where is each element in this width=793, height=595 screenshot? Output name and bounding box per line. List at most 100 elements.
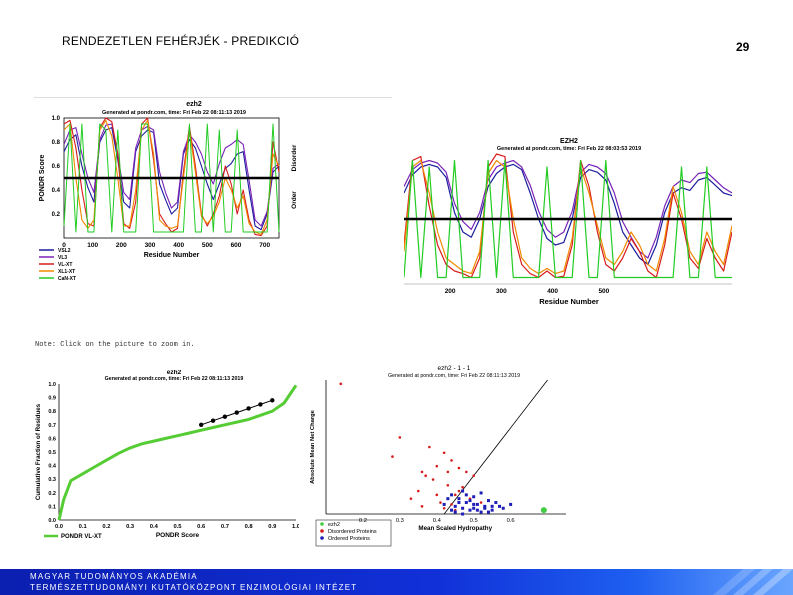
footer-institute: ENZIMOLÓGIAI INTÉZET [240,583,358,592]
boundary-line [443,379,548,515]
x-tick-label: 0 [62,242,66,249]
ordered-point [453,504,457,508]
y-tick-label: 0.1 [48,504,56,510]
y-tick-label: 0.2 [52,212,61,218]
x-tick-label: 0.2 [359,518,367,524]
legend-label: Ordered Proteins [328,536,370,542]
legend-box [315,519,392,547]
x-tick-label: 0.8 [245,524,254,530]
ordered-point [442,502,446,506]
ordered-point [479,491,483,495]
x-tick-label: 200 [445,288,456,295]
y-tick-label: 0.3 [48,477,56,483]
series-vl3 [63,123,280,227]
legend-label: VL-XT [58,262,72,268]
ordered-point [464,493,468,497]
x-tick-label: 300 [496,288,507,295]
ordered-point [457,501,461,505]
boundary-point [222,414,228,419]
x-tick-label: 600 [231,242,242,249]
ordered-point [472,495,476,499]
x-tick-label: 0.6 [197,524,206,530]
ordered-point [461,512,465,516]
zoom-note: Note: Click on the picture to zoom in. [35,341,195,349]
legend-label: PONDR VL-XT [61,534,102,540]
chart-title: EZH2 [560,138,578,145]
x-tick-label: 500 [202,242,213,249]
series-can-xt [63,123,280,233]
ezh2-point [540,507,547,514]
right-label-disorder: Disorder [291,144,298,171]
disordered-point [428,445,431,449]
disordered-point [439,501,442,504]
boundary-point [210,418,216,423]
x-axis-label: PONDR Score [156,532,200,539]
x-tick-label: 500 [598,288,609,295]
disordered-point [472,474,475,478]
ordered-point [483,506,487,510]
chart-title: ezh2 - 1 - 1 [438,365,471,372]
y-tick-label: 0.8 [48,409,56,415]
y-tick-label: 0.4 [52,188,61,194]
ordered-point [486,499,490,503]
ordered-point [501,506,505,510]
x-axis-label: Residue Number [144,252,200,259]
disordered-point [409,497,413,500]
legend-swatch [320,522,324,526]
ordered-point [498,504,502,508]
disordered-point [457,489,461,493]
ordered-point [461,506,465,510]
y-tick-label: 0.5 [48,450,56,456]
ordered-point [479,510,483,514]
boundary-point [234,410,239,415]
disordered-point [465,470,468,474]
disordered-point [442,506,446,510]
y-tick-label: 0.9 [48,396,56,402]
x-tick-label: 0.3 [126,524,135,530]
disordered-point [420,505,424,508]
legend-label: ezh2 [328,522,340,528]
disordered-point [450,503,453,506]
x-tick-label: 0.4 [433,518,442,524]
x-tick-label: 0.7 [221,524,229,530]
legend-label: XL1-XT [58,269,75,275]
pondr-zoom-chart[interactable]: EZH2 Generated at pondr.com, time: Fri Fe… [404,136,732,306]
ordered-point [509,502,513,506]
legend-label: VL3 [58,255,67,261]
disordered-point [398,436,402,439]
x-tick-label: 0.2 [102,524,110,530]
ordered-point [450,508,454,512]
footer-center: TERMÉSZETTUDOMÁNYI KUTATÓKÖZPONT [30,583,237,592]
disordered-point [457,466,461,470]
x-tick-label: 0.5 [173,524,182,530]
x-tick-label: 300 [145,242,156,249]
series-vl-xt [404,153,732,279]
chart-title: ezh2 [186,101,202,108]
ordered-point [472,502,476,506]
pondr-full-chart[interactable]: ezh2 Generated at pondr.com, time: Fri Fe… [34,97,392,288]
chart-subtitle: Generated at pondr.com, time: Fri Feb 22… [497,146,641,152]
ordered-point [446,497,450,501]
boundary-point [199,422,204,427]
disordered-point [479,501,483,504]
disordered-point [442,451,446,455]
cdf-chart[interactable]: ezh2 Generated at pondr.com, time: Fri Fe… [34,370,299,545]
x-tick-label: 0.4 [150,524,159,530]
y-tick-label: 0.8 [52,140,61,146]
charge-hydropathy-chart[interactable]: ezh2 - 1 - 1 Generated at pondr.com, time… [304,360,574,548]
disordered-point [453,493,457,497]
ordered-point [450,493,454,497]
disordered-point [339,382,343,386]
x-axis-label: Mean Scaled Hydropathy [418,525,492,532]
disordered-point [435,493,439,497]
y-axis-label: Absolute Mean Net Charge [310,409,316,484]
ordered-point [453,510,457,514]
ordered-point [475,502,479,506]
legend-swatch [320,536,324,540]
footer-bar: MAGYAR TUDOMÁNYOS AKADÉMIA TERMÉSZETTUDO… [0,569,793,595]
series-xl1-xt [404,159,732,275]
chart-subtitle: Generated at pondr.com, time: Fri Feb 22… [388,373,520,379]
chart-title: ezh2 [167,370,182,376]
page-number: 29 [736,40,750,54]
